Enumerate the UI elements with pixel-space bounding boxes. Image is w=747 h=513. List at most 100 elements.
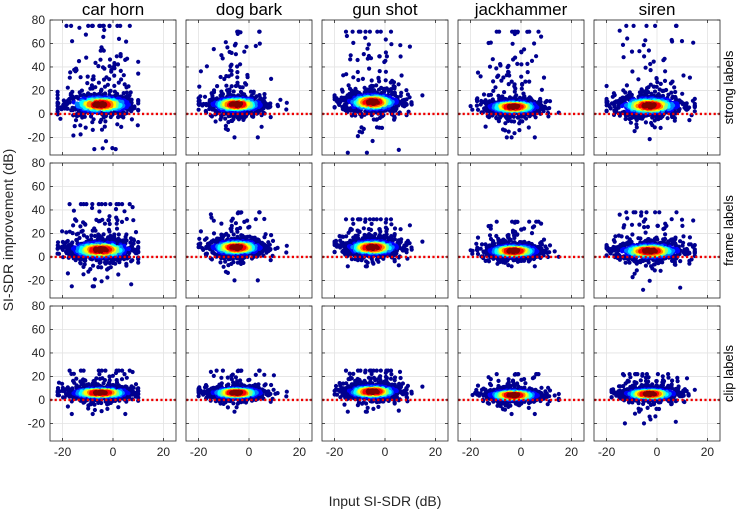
data-point <box>222 76 227 82</box>
y-tick-label: 80 <box>32 13 46 27</box>
data-point <box>369 78 374 83</box>
data-point <box>213 119 218 124</box>
data-point <box>88 86 93 91</box>
data-point <box>525 61 530 66</box>
data-point <box>77 25 82 30</box>
data-point <box>523 79 528 84</box>
data-point <box>475 70 481 75</box>
y-tick-label: 0 <box>38 107 45 121</box>
data-point <box>382 59 387 65</box>
data-point <box>658 125 663 130</box>
data-point <box>204 64 209 69</box>
data-point <box>389 42 394 47</box>
data-point <box>630 69 635 74</box>
data-point <box>396 82 401 87</box>
data-point <box>691 40 696 45</box>
data-point <box>69 284 74 289</box>
data-point <box>386 89 391 94</box>
data-point <box>98 247 103 252</box>
data-point <box>121 91 126 96</box>
data-point <box>232 43 237 48</box>
data-point <box>131 238 137 243</box>
data-point <box>679 39 685 44</box>
data-point <box>344 33 349 39</box>
data-point <box>269 233 274 238</box>
y-tick-label: 0 <box>38 250 45 264</box>
data-point <box>235 229 240 234</box>
data-point <box>234 102 239 107</box>
data-point <box>103 119 108 124</box>
data-point <box>497 29 502 34</box>
data-point <box>115 23 120 28</box>
data-point <box>495 74 500 79</box>
data-point <box>257 29 262 34</box>
data-point <box>498 63 503 68</box>
data-point <box>101 232 106 237</box>
data-point <box>643 38 648 43</box>
data-point <box>124 90 129 95</box>
data-point <box>392 86 397 91</box>
data-point <box>98 57 103 62</box>
data-point <box>623 90 628 95</box>
data-point <box>273 246 278 251</box>
data-point <box>102 124 107 129</box>
data-point <box>116 80 121 85</box>
data-point <box>663 69 668 74</box>
data-point <box>525 29 530 34</box>
data-point <box>109 69 114 74</box>
data-point <box>235 31 240 36</box>
data-point <box>658 81 663 86</box>
data-point <box>359 125 364 130</box>
data-point <box>494 66 499 71</box>
data-point <box>107 221 112 227</box>
data-point <box>60 239 65 245</box>
data-point <box>198 229 203 234</box>
data-point <box>468 104 473 109</box>
data-point <box>262 235 267 240</box>
data-point <box>232 278 237 283</box>
data-point <box>388 80 393 85</box>
data-point <box>90 205 95 211</box>
data-point <box>652 89 658 94</box>
data-point <box>546 114 551 119</box>
data-point <box>604 83 609 89</box>
data-point <box>196 107 201 112</box>
data-point <box>632 129 637 134</box>
data-point <box>340 89 345 94</box>
data-point <box>365 46 370 51</box>
data-point <box>505 65 510 70</box>
data-point <box>647 137 652 142</box>
data-point <box>470 107 475 112</box>
data-point <box>631 23 636 28</box>
data-point <box>99 127 105 132</box>
data-point <box>642 54 647 59</box>
data-point <box>629 49 635 54</box>
data-point <box>131 218 136 223</box>
data-point <box>660 88 665 93</box>
data-point <box>136 59 141 64</box>
data-point <box>233 83 238 89</box>
data-point <box>621 55 626 60</box>
y-tick-label: 40 <box>32 60 46 74</box>
data-point <box>115 218 120 223</box>
data-point <box>270 238 276 243</box>
data-point <box>501 75 506 80</box>
data-point <box>92 277 97 282</box>
data-point <box>229 68 234 73</box>
data-point <box>624 83 630 88</box>
data-point <box>355 134 360 139</box>
data-point <box>55 96 60 101</box>
data-point <box>112 83 117 88</box>
data-point <box>123 57 128 63</box>
data-point <box>105 275 110 280</box>
data-point <box>637 49 642 54</box>
x-axis-label: Input SI-SDR (dB) <box>329 493 442 509</box>
data-point <box>98 102 103 107</box>
data-point <box>407 44 412 49</box>
data-point <box>672 85 677 90</box>
data-point <box>124 85 129 90</box>
data-point <box>240 85 245 90</box>
data-point <box>543 100 548 105</box>
data-point <box>67 100 72 105</box>
data-point <box>478 74 483 79</box>
